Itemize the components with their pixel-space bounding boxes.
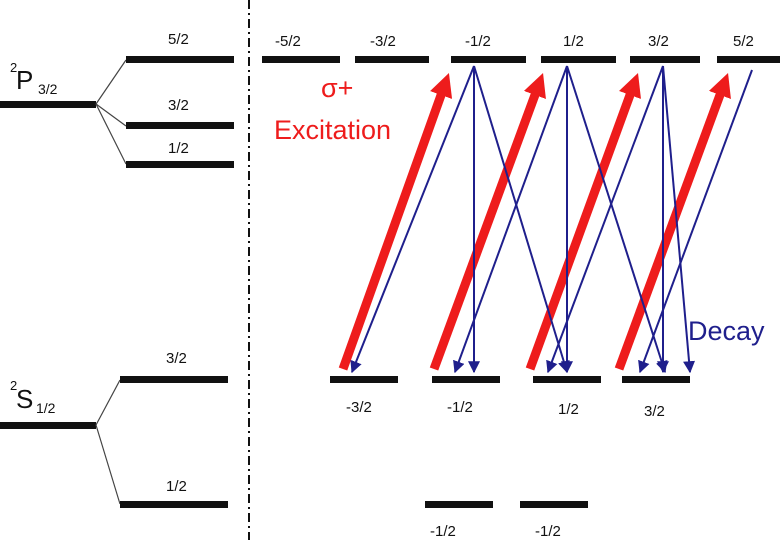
- upper-level-m+5-2: [717, 56, 780, 63]
- excitation-arrow: [429, 73, 546, 371]
- bottom-level-label: -1/2: [535, 523, 561, 540]
- p-state-subscript: 3/2: [38, 81, 58, 97]
- p-sublevel-label: 3/2: [168, 97, 189, 114]
- s-state-superscript: 2: [10, 378, 17, 393]
- excitation-arrow: [614, 73, 731, 371]
- lower-level-label: -3/2: [346, 399, 372, 416]
- lower-level-label: 1/2: [558, 401, 579, 418]
- upper-level-m-5-2: [262, 56, 340, 63]
- decay-arrow: [453, 65, 568, 374]
- p-sublevel-label: 5/2: [168, 31, 189, 48]
- bottom-level-label: -1/2: [430, 523, 456, 540]
- s-sublevel-1-2: [120, 501, 228, 508]
- lower-level-m+3-2: [622, 376, 690, 383]
- lower-level-m-1-2: [432, 376, 500, 383]
- upper-level-label: -5/2: [275, 33, 301, 50]
- bottom-level-m-1-2: [425, 501, 493, 508]
- decay-arrow: [566, 65, 668, 374]
- s-state-subscript: 1/2: [36, 400, 56, 416]
- p-fan-line: [95, 59, 127, 105]
- upper-level-label: 1/2: [563, 33, 584, 50]
- p-fan-line: [95, 103, 127, 165]
- sigma-plus-label: σ+: [321, 73, 353, 103]
- upper-level-label: -1/2: [465, 33, 491, 50]
- upper-level-label: 5/2: [733, 33, 754, 50]
- lower-level-m-3-2: [330, 376, 398, 383]
- p-state-letter: P: [16, 65, 33, 95]
- decay-arrow: [350, 65, 475, 374]
- s-state-letter: S: [16, 384, 33, 414]
- lower-level-m+1-2: [533, 376, 601, 383]
- upper-level-label: -3/2: [370, 33, 396, 50]
- s-sublevel-label: 3/2: [166, 350, 187, 367]
- upper-level-m-3-2: [355, 56, 429, 63]
- p-fan-line: [95, 103, 127, 127]
- decay-label: Decay: [688, 316, 765, 346]
- decay-arrow: [546, 65, 664, 374]
- p-sublevel-label: 1/2: [168, 140, 189, 157]
- lower-level-label: 3/2: [644, 403, 665, 420]
- decay-arrow: [473, 65, 570, 374]
- upper-level-label: 3/2: [648, 33, 669, 50]
- s-fan-line: [95, 379, 121, 426]
- s-sublevel-3-2: [120, 376, 228, 383]
- s-sublevel-label: 1/2: [166, 478, 187, 495]
- upper-level-m+1-2: [541, 56, 616, 63]
- bottom-level-m-1-2-b: [520, 501, 588, 508]
- p-sublevel-3-2: [126, 122, 234, 129]
- upper-level-m+3-2: [630, 56, 700, 63]
- excitation-arrow: [525, 73, 641, 371]
- s-state-main-level: [0, 422, 96, 429]
- p-sublevel-5-2: [126, 56, 234, 63]
- decay-arrow: [662, 65, 696, 374]
- lower-level-label: -1/2: [447, 399, 473, 416]
- p-sublevel-1-2: [126, 161, 234, 168]
- p-state-main-level: [0, 101, 96, 108]
- excitation-label: Excitation: [274, 115, 391, 145]
- decay-arrow: [638, 69, 753, 374]
- upper-level-m-1-2: [451, 56, 526, 63]
- p-state-superscript: 2: [10, 60, 17, 75]
- s-fan-line: [95, 424, 121, 505]
- excitation-arrow: [338, 72, 453, 371]
